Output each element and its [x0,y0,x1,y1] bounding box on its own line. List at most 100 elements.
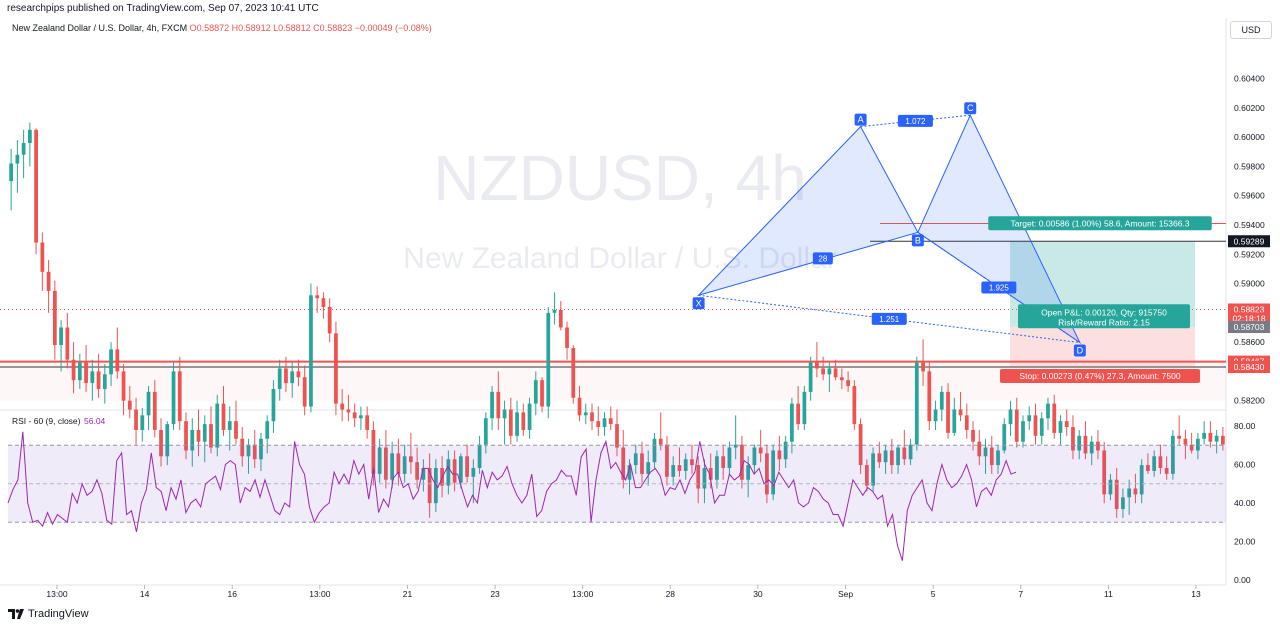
candle-body [1146,465,1150,471]
risk-reward-label: Risk/Reward Ratio: 2.15 [1058,317,1150,327]
rsi-tick-label: 60.00 [1234,460,1256,470]
candle-body [27,129,32,144]
currency-button[interactable]: USD [1230,21,1272,39]
symbol-title: New Zealand Dollar / U.S. Dollar, 4h, FX… [12,23,188,33]
candle-body [671,465,676,477]
price-tag-label: 02:18:18 [1232,313,1265,323]
candle-body [84,362,88,384]
price-tag-label: 0.58823 [1234,304,1265,314]
candle-body [296,371,301,378]
candle-body [77,362,82,381]
candle-body [1214,435,1219,442]
candle-body [877,453,882,463]
candle-body [1039,418,1044,436]
candle-body [1164,468,1169,474]
candle-body [102,374,107,389]
candle-body [802,391,807,425]
candle-body [146,391,151,416]
pnl-label: Open P&L: 0.00120, Qty: 915750 [1041,307,1167,317]
time-tick-label: 7 [1018,589,1023,599]
price-chart[interactable]: NZDUSD, 4h New Zealand Dollar / U.S. Doll… [0,0,1280,605]
rsi-tick-label: 20.00 [1234,537,1256,547]
candle-body [983,447,988,457]
publish-info: researchpips published on TradingView.co… [7,3,319,14]
candle-body [971,429,975,442]
ohlc-values: O0.58872 H0.58912 L0.58812 C0.58823 −0.0… [189,23,432,33]
candle-body [109,349,113,375]
candle-body [190,429,195,451]
candle-body [652,438,657,463]
candle-body [352,412,357,419]
time-tick-label: 14 [140,589,150,599]
ratio-label-bd: 1.925 [989,283,1010,292]
candle-body [159,429,163,457]
price-tag-label: 0.58430 [1234,362,1265,372]
candle-body [808,362,813,392]
price-tick-label: 0.59200 [1234,249,1265,259]
candle-body [1196,438,1200,451]
ratio-label-xb: 28 [818,254,827,263]
candle-body [215,403,220,448]
candle-body [446,459,451,486]
candle-body [396,453,401,474]
time-tick-label: 16 [227,589,237,599]
candle-body [1071,427,1075,451]
candle-body [302,377,307,407]
candle-body [752,447,757,466]
candle-body [521,412,526,430]
candle-body [252,444,257,460]
candle-body [615,424,619,448]
candle-body [15,154,20,164]
candle-body [327,306,332,334]
candle-body [34,129,38,243]
candle-body [184,421,188,451]
candle-body [502,409,507,419]
stop-label: Stop: 0.00273 (0.47%) 27.3, Amount: 7500 [1019,371,1180,381]
pattern-point-b: B [915,235,921,245]
candle-body [889,450,894,466]
candle-body [496,391,501,419]
candle-body [284,368,288,384]
candle-body [790,403,794,442]
candle-body [115,349,120,372]
candle-body [883,450,888,463]
candle-body [1208,432,1213,442]
rsi-tick-label: 0.00 [1234,575,1251,585]
candle-body [815,362,819,369]
pattern-point-x-badge [692,297,705,310]
time-tick-label: 28 [666,589,676,599]
pattern-point-b-badge [911,234,924,247]
candle-body [1183,438,1188,445]
candle-body [571,347,576,398]
candle-body [546,312,551,407]
candle-body [1002,424,1007,451]
candle-body [821,368,825,375]
candle-body [833,368,838,378]
candle-body [565,327,569,348]
candle-body [552,309,557,313]
candle-body [346,409,351,413]
candle-body [1177,435,1182,439]
price-tick-label: 0.59600 [1234,191,1265,201]
candle-body [777,450,782,460]
candle-body [1139,465,1144,495]
candle-body [1158,456,1163,469]
candle-body [384,447,388,480]
candle-body [740,444,744,480]
candle-body [908,444,913,460]
candle-body [1133,488,1138,495]
pattern-point-d: D [1077,346,1084,356]
pattern-triangle-xab [696,125,919,297]
candle-body [683,459,688,471]
pattern-point-a-badge [854,113,867,126]
candle-body [783,441,788,460]
tradingview-footer[interactable]: TradingView [8,608,89,620]
candle-body [646,462,651,474]
rsi-last-value: 56.04 [84,416,106,426]
candle-body [1046,403,1050,419]
candle-body [1064,421,1069,428]
candle-body [371,429,376,474]
candle-body [1189,444,1194,451]
candle-body [771,450,776,495]
candle-body [1127,488,1132,498]
